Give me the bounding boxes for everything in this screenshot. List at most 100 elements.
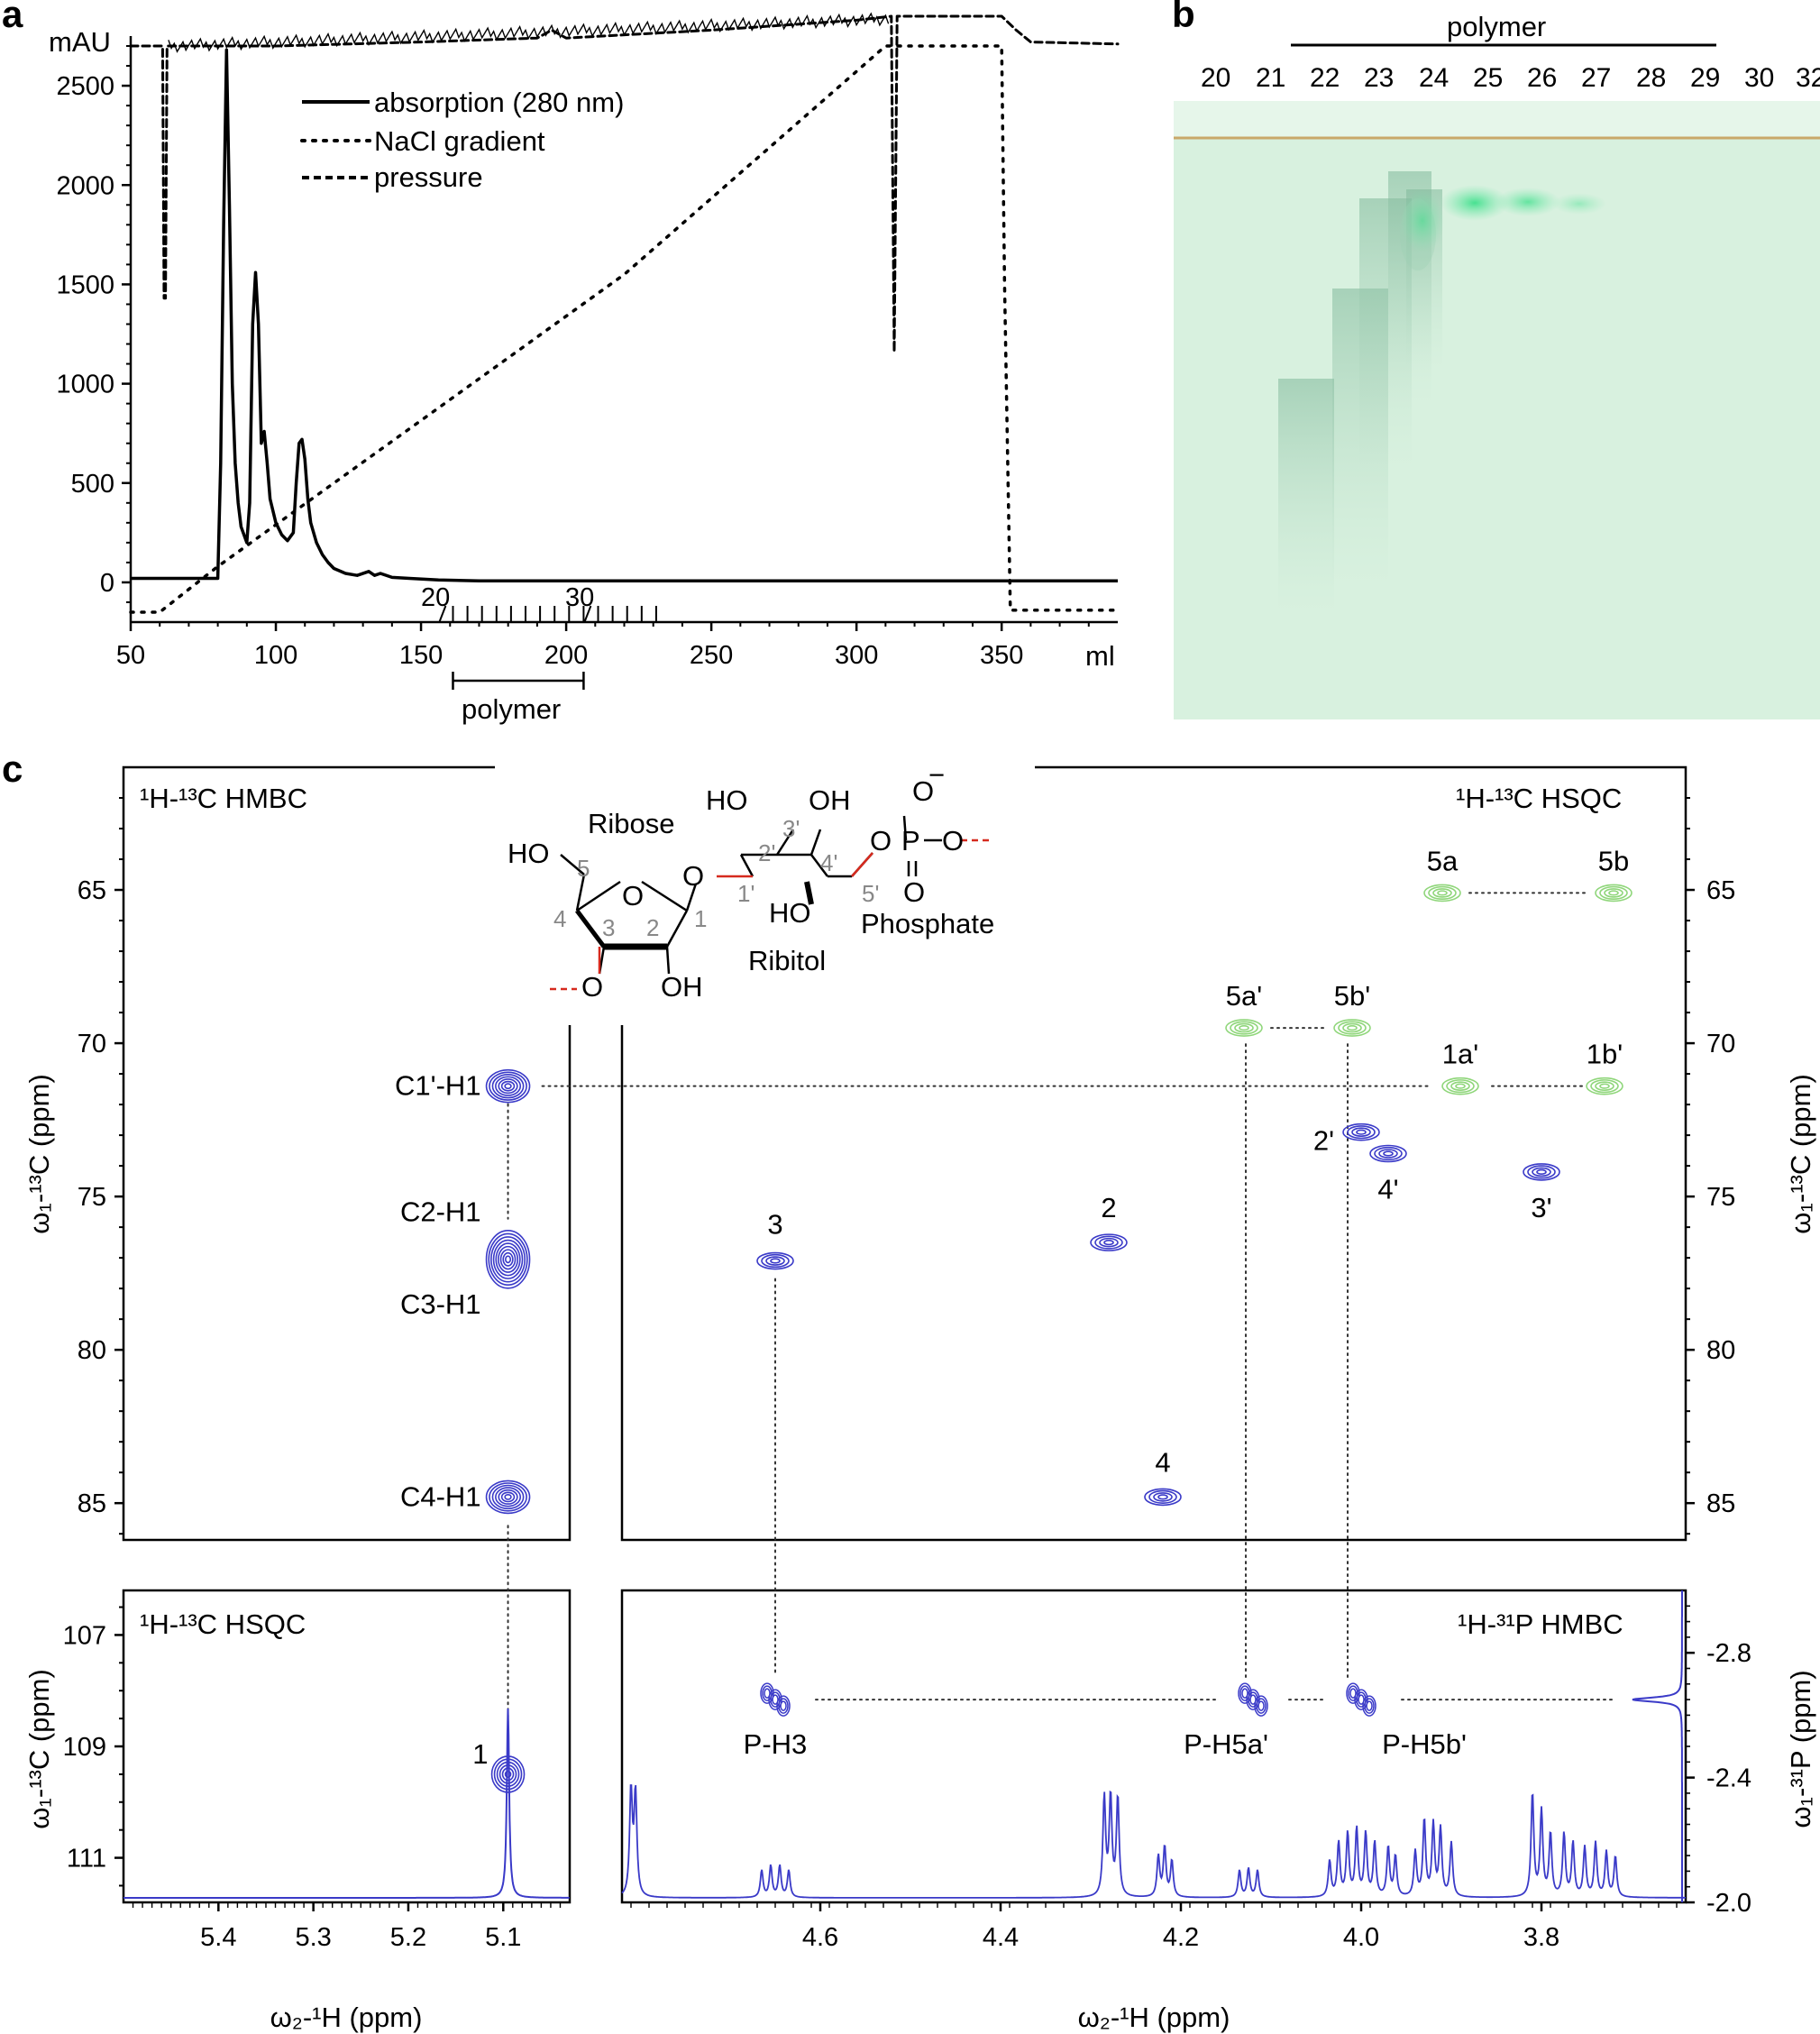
x-tick-label: 350 — [980, 641, 1023, 670]
peak-contour — [1148, 1489, 1177, 1504]
peak-C4-H1 — [485, 1480, 531, 1515]
ribose-label: Ribose — [588, 808, 675, 839]
peak-contour — [1523, 1163, 1560, 1181]
peak-3' — [1523, 1163, 1560, 1181]
gel-wells — [1174, 101, 1820, 137]
panel-a-series — [129, 12, 1120, 614]
peak-contour — [1441, 1077, 1479, 1095]
peak-contour — [1428, 885, 1457, 901]
atom-number: 1' — [737, 880, 755, 907]
atom-label: O — [682, 860, 704, 892]
peak-contour — [500, 1080, 516, 1092]
peak-contour — [1351, 1127, 1371, 1137]
peak-label: 5b' — [1334, 980, 1370, 1012]
y-tick-label: 107 — [63, 1621, 106, 1650]
chemical-structure: HO HO OH O − P O O O HO OH O O O 5 4 3 2… — [508, 759, 994, 1003]
peak-5b' — [1333, 1019, 1371, 1037]
peak-label: 3 — [767, 1209, 782, 1241]
peak-1b' — [1586, 1077, 1623, 1095]
y-tick-label-right: -2.4 — [1706, 1764, 1751, 1793]
peak-contour — [1254, 1695, 1268, 1717]
y-tick-label: 1000 — [56, 371, 114, 399]
x-tick-label: 150 — [399, 641, 443, 670]
peak-contour — [1347, 1125, 1376, 1140]
peak-contour — [1342, 1022, 1362, 1033]
bottom-left-xlabel: ω₂-¹H (ppm) — [270, 2002, 423, 2033]
peak-label: 1b' — [1587, 1039, 1623, 1070]
peak-2 — [1090, 1233, 1128, 1251]
atom-number: 5 — [577, 855, 590, 882]
y-tick-label-right: -2.0 — [1706, 1889, 1751, 1918]
atom-label: O — [912, 775, 934, 807]
peak-label: 5a — [1427, 845, 1459, 876]
peak-contour — [500, 1491, 516, 1503]
peak-P-H5b' — [1346, 1682, 1376, 1717]
y-tick-label: 0 — [100, 569, 114, 598]
ribitol-label: Ribitol — [748, 945, 826, 976]
peak-contour — [765, 1256, 785, 1266]
x-tick-label: 3.8 — [1523, 1923, 1559, 1952]
peak-label: P-H3 — [744, 1728, 808, 1760]
peak-contour — [776, 1695, 791, 1717]
atom-number: 4 — [553, 905, 566, 932]
peak-label: 3' — [1531, 1192, 1551, 1223]
peak-contour — [498, 1764, 517, 1784]
peak-contour — [1595, 884, 1633, 902]
gel-lane-labels: 20 21 22 23 24 25 26 27 28 29 30 32 — [1201, 63, 1820, 93]
peak-contour — [504, 1493, 512, 1500]
peak-3 — [756, 1251, 794, 1270]
fraction-ticks: 20 30 — [421, 583, 657, 623]
gel-lane-label: 23 — [1364, 63, 1394, 93]
y-tick-label: 85 — [78, 1489, 106, 1518]
x-tick-label: 5.3 — [295, 1923, 331, 1952]
y-tick-label-right: 65 — [1706, 876, 1735, 905]
gel-lane-label: 26 — [1527, 63, 1557, 93]
gel-band — [1440, 185, 1509, 221]
peak-contour — [1446, 1079, 1475, 1094]
y-tick-label-right: 75 — [1706, 1183, 1735, 1212]
atom-number: 2' — [758, 839, 775, 866]
peak-contour — [1432, 888, 1452, 898]
peak-contour — [495, 1487, 522, 1507]
peak-contour — [1239, 1685, 1250, 1701]
atom-label: P — [901, 825, 920, 857]
peak-contour — [1364, 1698, 1375, 1714]
gel-smears — [1278, 171, 1442, 613]
peak-contour — [502, 1251, 514, 1267]
peak-contour — [1225, 1019, 1263, 1037]
peak-contour — [1258, 1700, 1265, 1711]
peak-P-H5a' — [1238, 1682, 1268, 1717]
top-right-ylabel: ω₁-¹³C (ppm) — [1785, 1074, 1816, 1234]
atom-label: O — [942, 825, 964, 857]
gel-band — [1495, 188, 1560, 216]
y-tick-label: 65 — [78, 876, 106, 905]
peak-contour — [1369, 1144, 1407, 1163]
y-tick-label: 80 — [78, 1336, 106, 1365]
x-tick-label: 250 — [690, 641, 733, 670]
structure-red-bonds — [550, 838, 990, 991]
bottom-right-ylabel: ω₁-³¹P (ppm) — [1785, 1670, 1816, 1828]
peak-contour — [491, 1073, 525, 1099]
peak-5a — [1423, 884, 1461, 902]
peak-contour — [491, 1484, 525, 1510]
peak-contour — [762, 1685, 773, 1701]
peak-contour — [1234, 1022, 1254, 1033]
peak-contour — [1536, 1168, 1547, 1176]
panel-b-letter: b — [1172, 0, 1195, 35]
peak-contour — [1356, 1691, 1367, 1708]
hmbc-panel-frame — [122, 765, 572, 1542]
panel-a-axes: 50 100 150 200 250 300 350 0 500 1000 1500 2000 2500 — [56, 36, 1118, 670]
y-tick-label-right: -2.8 — [1706, 1639, 1751, 1668]
atom-label: HO — [769, 897, 811, 929]
peak-2' — [1342, 1122, 1380, 1141]
peak-label: 4' — [1377, 1174, 1398, 1205]
peak-contour — [485, 1068, 531, 1104]
peak-contour — [1356, 1129, 1367, 1135]
gel-smear — [1278, 379, 1334, 613]
peak-contour — [498, 1489, 518, 1505]
y-tick-label: 2500 — [56, 72, 114, 101]
gel-lane-label: 22 — [1310, 63, 1340, 93]
bottom-left-ylabel: ω₁-¹³C (ppm) — [23, 1669, 55, 1829]
peak-contour — [1437, 890, 1448, 896]
peak-contour — [495, 1076, 522, 1096]
